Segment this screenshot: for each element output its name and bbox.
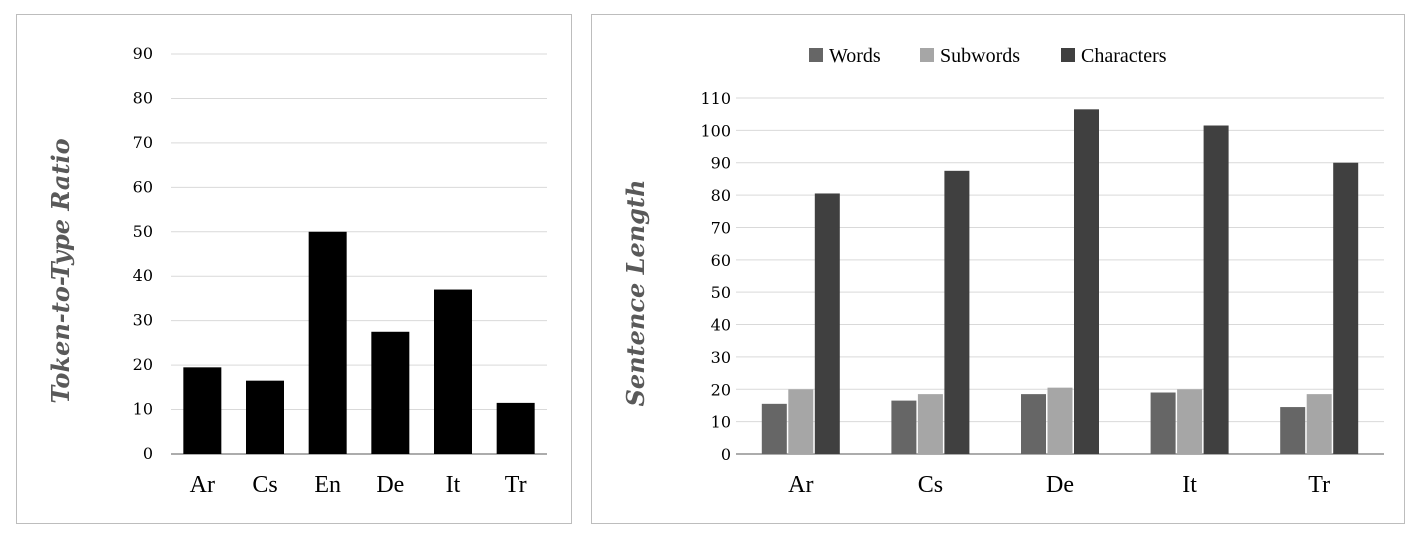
x-tick-label: Cs bbox=[918, 472, 943, 498]
bar-words-de bbox=[1021, 394, 1046, 454]
y-axis-label: Sentence Length bbox=[621, 179, 650, 406]
x-tick-label: En bbox=[314, 472, 341, 498]
y-tick-label: 10 bbox=[133, 400, 153, 419]
bar-de bbox=[371, 331, 410, 454]
bar-subwords-it bbox=[1177, 389, 1203, 454]
bar-subwords-tr bbox=[1306, 394, 1332, 454]
y-tick-label: 50 bbox=[711, 283, 731, 302]
bar-words-it bbox=[1150, 392, 1176, 454]
y-tick-label: 90 bbox=[711, 154, 731, 173]
y-tick-label: 0 bbox=[721, 445, 731, 464]
bar-characters-ar bbox=[814, 193, 840, 455]
y-tick-label: 90 bbox=[133, 44, 153, 63]
y-tick-label: 100 bbox=[700, 121, 731, 140]
bar-tr bbox=[496, 402, 535, 454]
sentence-length-chart-panel: Sentence Length Words Subwords Characters … bbox=[591, 14, 1405, 524]
y-tick-label: 60 bbox=[133, 177, 153, 196]
bar-characters-tr bbox=[1333, 162, 1359, 454]
legend: Words Subwords Characters bbox=[809, 45, 1167, 67]
bar-subwords-de bbox=[1047, 387, 1073, 454]
bar-characters-de bbox=[1074, 109, 1099, 454]
legend-label-characters: Characters bbox=[1081, 45, 1167, 67]
y-tick-label: 40 bbox=[133, 266, 153, 285]
bar-subwords-ar bbox=[788, 389, 814, 454]
y-tick-label: 60 bbox=[711, 251, 731, 270]
legend-label-subwords: Subwords bbox=[940, 45, 1020, 67]
x-tick-label: Tr bbox=[505, 472, 527, 498]
bar-en bbox=[308, 231, 347, 454]
y-tick-label: 80 bbox=[711, 186, 731, 205]
y-tick-label: 80 bbox=[133, 88, 153, 107]
y-tick-label: 10 bbox=[711, 413, 731, 432]
x-tick-label: Tr bbox=[1308, 472, 1330, 498]
bar-it bbox=[434, 289, 472, 454]
ttr-bar-chart: Token-to-Type Ratio 0 10 20 30 40 50 60 70 80 90 A… bbox=[46, 44, 547, 498]
y-tick-label: 0 bbox=[143, 444, 153, 463]
x-tick-label: Ar bbox=[190, 472, 215, 498]
y-tick-label: 30 bbox=[711, 348, 731, 367]
x-tick-label: Cs bbox=[252, 472, 277, 498]
x-tick-label: It bbox=[446, 472, 461, 498]
bar-words-ar bbox=[761, 403, 787, 454]
legend-swatch-characters bbox=[1061, 48, 1075, 62]
bar-ar bbox=[183, 367, 222, 454]
bar-characters-cs bbox=[944, 170, 970, 454]
bar-characters-it bbox=[1203, 125, 1229, 454]
x-tick-label: Ar bbox=[788, 472, 813, 498]
y-tick-label: 70 bbox=[711, 218, 731, 237]
bar-words-cs bbox=[891, 400, 917, 454]
x-tick-label: De bbox=[376, 472, 404, 498]
legend-label-words: Words bbox=[829, 45, 881, 67]
y-tick-label: 50 bbox=[133, 222, 153, 241]
sentence-length-bar-chart: Sentence Length Words Subwords Characters … bbox=[621, 45, 1384, 498]
y-axis-label: Token-to-Type Ratio bbox=[46, 138, 75, 403]
y-tick-label: 70 bbox=[133, 133, 153, 152]
ttr-chart-panel: Token-to-Type Ratio 0 10 20 30 40 50 60 70 80 90 A… bbox=[16, 14, 572, 524]
y-tick-label: 20 bbox=[711, 380, 731, 399]
bar-cs bbox=[246, 380, 284, 454]
legend-swatch-subwords bbox=[920, 48, 934, 62]
y-tick-label: 110 bbox=[700, 89, 731, 108]
x-tick-label: De bbox=[1046, 472, 1074, 498]
bar-words-tr bbox=[1280, 407, 1306, 454]
y-tick-label: 40 bbox=[711, 316, 731, 335]
y-tick-label: 20 bbox=[133, 355, 153, 374]
x-tick-label: It bbox=[1182, 472, 1197, 498]
y-tick-label: 30 bbox=[133, 311, 153, 330]
legend-swatch-words bbox=[809, 48, 823, 62]
bar-subwords-cs bbox=[917, 394, 943, 454]
